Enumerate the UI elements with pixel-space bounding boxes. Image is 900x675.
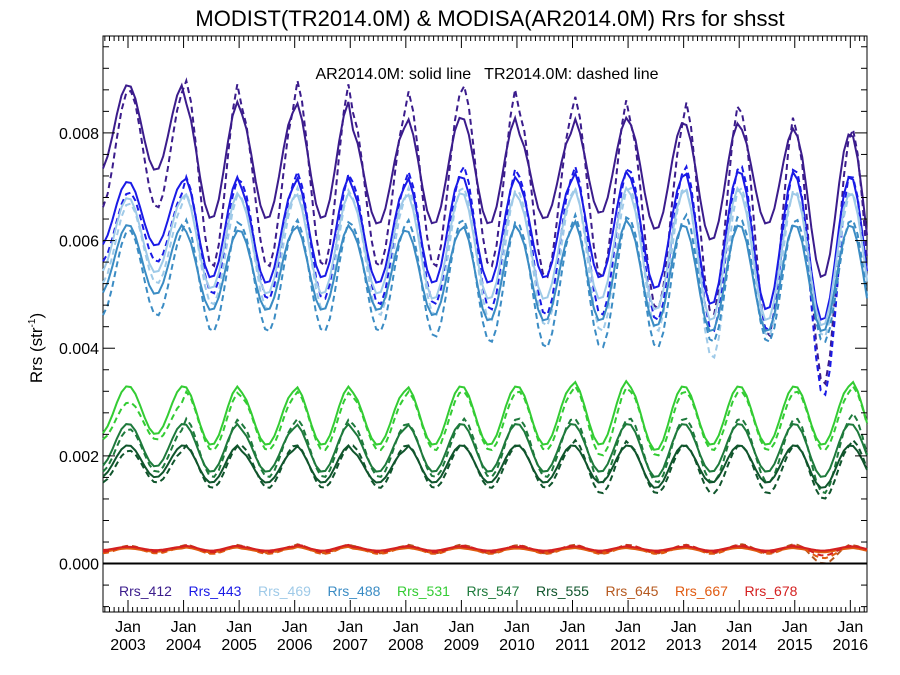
y-axis-label: Rrs (str-1) [27, 313, 46, 383]
series-line-terra [102, 184, 868, 360]
x-tick-year: 2008 [388, 637, 424, 654]
x-tick-month: Jan [171, 619, 197, 636]
x-tick-year: 2003 [110, 637, 146, 654]
y-axis-label-close: ) [27, 313, 46, 319]
series-line-terra [102, 384, 868, 457]
series-line-aqua [102, 379, 868, 451]
series-line-aqua [102, 82, 868, 279]
legend-entry: Rrs_667 [675, 583, 728, 599]
plot-frame [102, 35, 868, 613]
legend-entry: Rrs_412 [119, 583, 172, 599]
legend-entry: Rrs_645 [606, 583, 659, 599]
x-tick-year: 2005 [221, 637, 257, 654]
y-axis: 0.000 0.002 0.004 0.006 0.008 [59, 46, 867, 608]
line-style-annotation: AR2014.0M: solid line TR2014.0M: dashed … [315, 66, 658, 83]
chart-title: MODIST(TR2014.0M) & MODISA(AR2014.0M) Rr… [195, 6, 784, 31]
legend-entry: Rrs_469 [258, 583, 311, 599]
x-tick-month: Jan [448, 619, 474, 636]
series-line-aqua [102, 422, 868, 478]
x-tick-month: Jan [115, 619, 141, 636]
legend-entry: Rrs_547 [467, 583, 520, 599]
legend-entry: Rrs_678 [745, 583, 798, 599]
x-tick-year: 2004 [166, 637, 202, 654]
x-tick-month: Jan [726, 619, 752, 636]
y-tick-label: 0.004 [59, 341, 99, 358]
x-tick-month: Jan [560, 619, 586, 636]
legend-entry: Rrs_488 [328, 583, 381, 599]
series-line-aqua [102, 544, 868, 552]
y-tick-label: 0.002 [59, 449, 99, 466]
x-tick-year: 2007 [332, 637, 368, 654]
legend-entry: Rrs_531 [397, 583, 450, 599]
x-tick-year: 2013 [666, 637, 702, 654]
series-line-aqua [102, 185, 868, 327]
x-tick-year: 2014 [721, 637, 757, 654]
x-tick-month: Jan [226, 619, 252, 636]
y-tick-label: 0.006 [59, 234, 99, 251]
series-layer [102, 77, 868, 565]
legend-entry: Rrs_555 [536, 583, 589, 599]
x-tick-year: 2015 [777, 637, 813, 654]
y-axis-label-text: Rrs (str [27, 327, 46, 383]
legend: Rrs_412 Rrs_443 Rrs_469 Rrs_488 Rrs_531 Rrs_5… [119, 583, 798, 599]
x-tick-month: Jan [615, 619, 641, 636]
x-tick-year: 2010 [499, 637, 535, 654]
x-axis: Jan2003Jan2004Jan2005Jan2006Jan2007Jan20… [104, 36, 869, 654]
x-tick-year: 2009 [444, 637, 480, 654]
y-tick-label: 0.000 [59, 557, 99, 574]
x-tick-month: Jan [337, 619, 363, 636]
legend-entry: Rrs_443 [189, 583, 242, 599]
y-axis-label-superscript: -1 [27, 318, 38, 327]
x-tick-month: Jan [393, 619, 419, 636]
series-line-terra [102, 411, 868, 495]
x-tick-year: 2006 [277, 637, 313, 654]
x-tick-month: Jan [671, 619, 697, 636]
series-line-aqua [102, 169, 868, 322]
x-tick-month: Jan [504, 619, 530, 636]
x-tick-month: Jan [837, 619, 863, 636]
x-tick-month: Jan [782, 619, 808, 636]
series-line-aqua [102, 444, 868, 489]
x-tick-year: 2012 [610, 637, 646, 654]
x-tick-year: 2011 [555, 637, 590, 654]
x-tick-year: 2016 [833, 637, 869, 654]
y-tick-label: 0.008 [59, 126, 99, 143]
series-line-aqua [102, 217, 868, 333]
x-tick-month: Jan [282, 619, 308, 636]
